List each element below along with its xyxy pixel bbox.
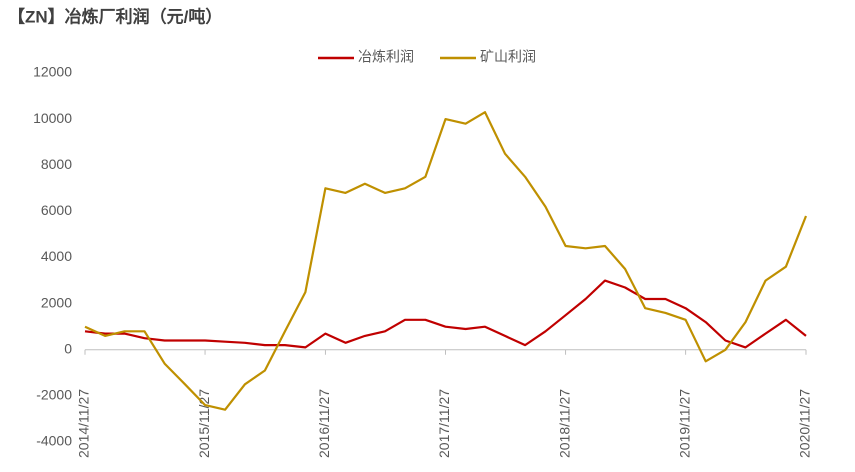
y-tick-label: 12000 <box>33 64 72 80</box>
x-tick-label: 2014/11/27 <box>76 389 92 458</box>
series-line <box>84 279 807 349</box>
x-tick-label: 2017/11/27 <box>436 389 452 458</box>
y-tick-label: -2000 <box>36 387 72 403</box>
x-tick-label: 2016/11/27 <box>316 389 332 458</box>
series-line <box>84 111 808 411</box>
x-tick-label: 2019/11/27 <box>676 389 692 458</box>
legend-label: 矿山利润 <box>480 49 536 65</box>
y-tick-label: -4000 <box>36 433 72 449</box>
y-tick-label: 6000 <box>41 202 72 218</box>
y-tick-label: 8000 <box>41 156 72 172</box>
x-tick-label: 2018/11/27 <box>556 389 572 458</box>
y-tick-label: 10000 <box>33 110 72 126</box>
y-tick-label: 0 <box>64 340 72 356</box>
x-tick-label: 2020/11/27 <box>797 389 813 458</box>
legend-label: 冶炼利润 <box>358 49 414 65</box>
chart-title: 【ZN】冶炼厂利润（元/吨） <box>8 6 222 26</box>
y-tick-label: 4000 <box>41 248 72 264</box>
y-tick-label: 2000 <box>41 294 72 310</box>
